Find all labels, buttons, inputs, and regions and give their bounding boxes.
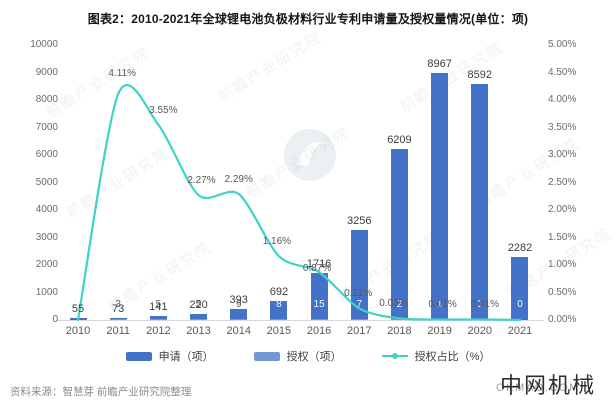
grant-value-label: 7 (356, 299, 363, 310)
y-axis-right-tick-label: 4.00% (548, 94, 577, 105)
y-axis-left-tick-label: 0 (52, 314, 58, 325)
bar-grant (270, 318, 288, 320)
brand-text-watermark: 前瞻产业研究院 (63, 144, 174, 223)
page-title: 图表2：2010-2021年全球锂电池负极材料行业专利申请量及授权量情况(单位：… (87, 12, 529, 26)
legend-line-swatch-icon (381, 353, 408, 359)
y-axis-right-tick-label: 1.00% (548, 259, 577, 270)
bar-grant (230, 318, 248, 320)
bar-grant (350, 318, 368, 320)
x-axis-year-label: 2010 (65, 325, 91, 337)
brand-text-watermark: 前瞻产业研究院 (215, 28, 326, 107)
grant-ratio-point-label: 2.29% (224, 174, 253, 186)
bar-application (471, 83, 489, 320)
legend-bar-swatch-icon (125, 351, 152, 361)
y-axis-right-tick-label: 3.50% (548, 121, 577, 133)
grant-ratio-point-label: 3.55% (149, 104, 178, 116)
y-axis-right-tick-label: 0.00% (548, 314, 577, 325)
y-axis-right-tick-label: 0.50% (548, 286, 577, 298)
bar-application (431, 73, 449, 320)
x-axis-year-label: 2021 (507, 325, 533, 337)
y-axis-right-tick-label: 4.50% (548, 66, 577, 78)
grant-ratio-point-label: 0.87% (302, 263, 332, 274)
legend-item-label: 授权（项） (286, 351, 342, 363)
grant-value-label: 15 (313, 299, 325, 310)
source-note: 资料来源：智慧芽 前瞻产业研究院整理 (10, 386, 192, 398)
legend-item-grants: 授权（项） (253, 348, 342, 364)
bar-grant (431, 318, 449, 320)
y-axis-left-tick-label: 4000 (35, 204, 58, 215)
grant-value-label: 8 (276, 299, 282, 310)
application-value-label: 3256 (347, 215, 372, 228)
bar-grant (109, 318, 127, 320)
bar-application (390, 149, 408, 320)
legend-line-dot-icon (391, 353, 398, 359)
bar-grant (471, 318, 489, 320)
grant-ratio-point-label: 0.01% (428, 299, 457, 311)
application-value-label: 8592 (467, 68, 493, 81)
application-value-label: 8967 (427, 58, 452, 71)
y-axis-right-tick-label: 2.00% (548, 204, 577, 215)
x-axis-year-label: 2012 (146, 325, 171, 337)
application-value-label: 55 (71, 303, 85, 316)
grant-ratio-point-label: 1.16% (262, 236, 292, 248)
grant-ratio-point-label: 4.11% (108, 68, 136, 79)
y-axis-left-tick-label: 7000 (35, 121, 58, 133)
legend-item-label: 申请（项） (158, 351, 214, 363)
y-axis-left-tick-label: 9000 (35, 66, 58, 78)
x-axis-year-label: 2018 (387, 325, 412, 337)
bar-grant (190, 318, 208, 320)
application-value-label: 393 (229, 294, 248, 307)
y-axis-left-tick-label: 3000 (35, 231, 58, 243)
y-axis-left-tick-label: 1000 (35, 286, 58, 298)
grant-value-label: 0 (517, 299, 523, 310)
x-axis-year-label: 2011 (106, 325, 130, 337)
legend-item-applications: 申请（项） (125, 348, 214, 364)
corner-watermark-brand: 中网机械 (500, 373, 597, 398)
bar-application (310, 272, 328, 320)
y-axis-right-tick-label: 3.00% (548, 149, 577, 160)
grant-ratio-point-label: 0.21% (344, 288, 373, 300)
x-axis-year-label: 2014 (226, 325, 251, 337)
application-value-label: 6209 (387, 134, 412, 147)
application-value-label: 141 (149, 301, 168, 314)
application-value-label: 73 (112, 302, 125, 315)
x-axis-line (56, 320, 544, 321)
bar-grant (310, 318, 328, 320)
legend-bar-swatch-icon (253, 351, 280, 361)
bar-application (69, 318, 87, 320)
x-axis-year-label: 2019 (427, 325, 452, 337)
corner-watermark-url: OKMAO.COM (496, 382, 581, 394)
x-axis-year-label: 2015 (266, 325, 292, 337)
y-axis-left-tick-label: 2000 (35, 259, 58, 270)
brand-text-watermark: 前瞻产业研究院 (43, 44, 154, 123)
y-axis-left-tick-label: 6000 (35, 149, 58, 160)
x-axis-year-label: 2017 (347, 325, 372, 337)
chart-legend: 申请（项） 授权（项） 授权占比（%） (0, 348, 616, 364)
corner-watermark: OKMAO.COM 中网机械 (494, 368, 612, 402)
grant-ratio-point-label: 2.27% (187, 175, 216, 187)
bar-application (511, 257, 529, 320)
y-axis-right-tick-label: 1.50% (548, 231, 577, 243)
application-value-label: 2282 (507, 242, 533, 255)
x-axis-year-label: 2013 (186, 325, 211, 337)
x-axis-year-label: 2020 (467, 325, 493, 337)
bar-grant (390, 318, 408, 320)
grant-ratio-point-label: 0.03% (379, 298, 408, 310)
x-axis-year-label: 2016 (306, 325, 332, 337)
bar-grant (149, 318, 167, 320)
application-value-label: 220 (189, 298, 208, 311)
y-axis-left-tick-label: 10000 (30, 39, 58, 50)
y-axis-left-tick-label: 8000 (35, 94, 58, 105)
application-value-label: 692 (269, 285, 289, 298)
y-axis-right-tick-label: 5.00% (548, 39, 577, 50)
y-axis-right-tick-label: 2.50% (548, 176, 577, 188)
legend-item-grant-ratio: 授权占比（%） (381, 348, 491, 364)
brand-logo-watermark (284, 129, 336, 181)
legend-item-label: 授权占比（%） (414, 351, 491, 363)
grant-ratio-point-label: 0.01% (470, 299, 499, 311)
y-axis-left-tick-label: 5000 (35, 176, 58, 188)
